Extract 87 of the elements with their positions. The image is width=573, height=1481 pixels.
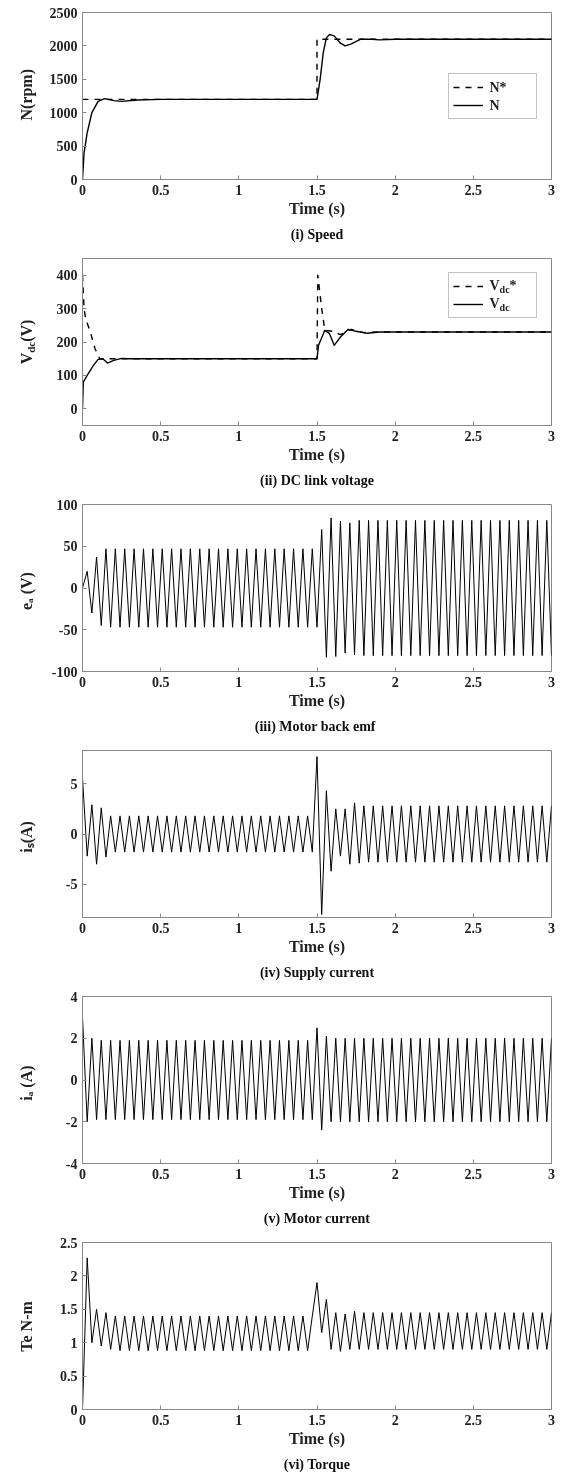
text: (v) Motor current xyxy=(263,1210,371,1227)
x-axis-title: Time (s) xyxy=(288,691,346,710)
y-tick-label: 4 xyxy=(70,989,78,1005)
y-axis-title: iₛ(A) xyxy=(18,821,36,853)
text: (ii) DC link voltage xyxy=(260,472,374,489)
text: (iii) Motor back emf xyxy=(254,718,376,735)
x-tick-label: 2.5 xyxy=(464,1166,483,1182)
x-tick-label: 0.5 xyxy=(151,674,170,690)
x-tick-label: 1 xyxy=(235,674,243,690)
x-tick-label: 2 xyxy=(391,182,399,198)
x-tick-label: 0.5 xyxy=(151,920,170,936)
y-tick-label: -2 xyxy=(65,1114,78,1130)
legend-label: N* xyxy=(489,79,507,95)
y-tick-label: 200 xyxy=(56,335,78,350)
y-tick-label: 0.5 xyxy=(60,1369,78,1385)
y-tick-label: 0 xyxy=(70,1073,78,1088)
x-tick-label: 1 xyxy=(235,1166,243,1182)
x-axis-title: Time (s) xyxy=(288,199,346,218)
y-tick-label: -100 xyxy=(51,664,78,680)
x-tick-label: 1.5 xyxy=(308,674,326,690)
x-tick-label: 2.5 xyxy=(464,1412,483,1428)
x-axis-title: Time (s) xyxy=(288,445,346,464)
y-tick-label: 300 xyxy=(56,301,78,317)
y-tick-label: -5 xyxy=(65,877,78,893)
legend-label: N xyxy=(489,97,500,113)
x-axis-title: Time (s) xyxy=(288,1429,346,1448)
y-tick-label: 2000 xyxy=(49,38,78,54)
y-axis-title: Te N-m xyxy=(18,1300,35,1352)
y-tick-label: 0 xyxy=(70,581,78,596)
text: (iv) Supply current xyxy=(259,964,375,981)
text: (vi) Torque xyxy=(283,1456,351,1473)
y-axis-title: iₐ (A) xyxy=(18,1065,36,1101)
y-tick-label: 0 xyxy=(70,827,78,842)
y-tick-label: 0 xyxy=(70,401,78,417)
x-tick-label: 3 xyxy=(548,1166,555,1182)
x-tick-label: 3 xyxy=(548,1412,555,1428)
x-tick-label: 1.5 xyxy=(308,1412,326,1428)
line-series xyxy=(82,517,552,658)
y-axis-title: eₐ (V) xyxy=(18,572,36,611)
x-tick-label: 1 xyxy=(235,428,243,444)
x-tick-label: 1.5 xyxy=(308,920,326,936)
x-axis-title: Time (s) xyxy=(288,937,346,956)
y-tick-label: 500 xyxy=(56,139,78,155)
x-tick-label: 1.5 xyxy=(308,1166,326,1182)
x-tick-label: 0.5 xyxy=(151,182,170,198)
y-tick-label: 2 xyxy=(70,1031,78,1047)
x-tick-label: 2 xyxy=(391,1166,399,1182)
y-axis-title: Vdc(V) xyxy=(18,319,38,365)
x-tick-label: 2.5 xyxy=(464,428,483,444)
x-tick-label: 3 xyxy=(548,182,555,198)
y-tick-label: 100 xyxy=(56,368,78,384)
y-tick-label: 0 xyxy=(70,172,78,188)
x-tick-label: 1 xyxy=(235,920,243,936)
y-tick-label: -50 xyxy=(58,622,78,638)
x-tick-label: 2.5 xyxy=(464,674,483,690)
x-tick-label: 3 xyxy=(548,674,555,690)
x-axis-title: Time (s) xyxy=(288,1183,346,1202)
x-tick-label: 0.5 xyxy=(151,1166,170,1182)
y-tick-label: 2.5 xyxy=(60,1235,78,1251)
x-tick-label: 1.5 xyxy=(308,428,326,444)
y-tick-label: 1500 xyxy=(49,72,78,88)
text: (i) Speed xyxy=(290,226,344,243)
y-tick-label: 1.5 xyxy=(60,1302,78,1318)
y-tick-label: 100 xyxy=(56,497,78,513)
x-tick-label: 3 xyxy=(548,920,555,936)
y-tick-label: 50 xyxy=(63,539,78,555)
y-tick-label: 1000 xyxy=(49,105,78,121)
y-tick-label: 400 xyxy=(56,268,78,284)
x-tick-label: 1 xyxy=(235,1412,243,1428)
y-tick-label: 2 xyxy=(70,1268,78,1284)
y-tick-label: -4 xyxy=(65,1156,78,1172)
x-tick-label: 2.5 xyxy=(464,920,483,936)
x-tick-label: 1.5 xyxy=(308,182,326,198)
x-tick-label: 2.5 xyxy=(464,182,483,198)
y-tick-label: 0 xyxy=(70,1402,78,1418)
y-axis-title: N(rpm) xyxy=(18,68,36,121)
x-tick-label: 1 xyxy=(235,182,243,198)
x-tick-label: 2 xyxy=(391,920,399,936)
x-tick-label: 3 xyxy=(548,428,555,444)
x-tick-label: 0.5 xyxy=(151,428,170,444)
y-tick-label: 1 xyxy=(70,1335,78,1351)
y-tick-label: 2500 xyxy=(49,5,78,21)
x-tick-label: 0.5 xyxy=(151,1412,170,1428)
x-tick-label: 2 xyxy=(391,674,399,690)
x-tick-label: 2 xyxy=(391,1412,399,1428)
x-tick-label: 2 xyxy=(391,428,399,444)
y-tick-label: 5 xyxy=(70,776,78,792)
